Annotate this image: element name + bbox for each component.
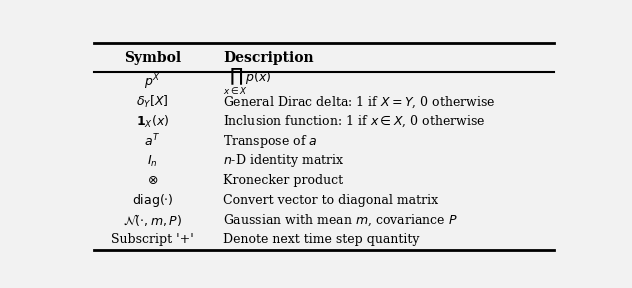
Text: Description: Description [223,51,314,65]
Text: Gaussian with mean $m$, covariance $P$: Gaussian with mean $m$, covariance $P$ [223,212,458,228]
Text: Kronecker product: Kronecker product [223,174,343,187]
Text: $n$-D identity matrix: $n$-D identity matrix [223,152,345,169]
Text: $a^{T}$: $a^{T}$ [144,133,161,149]
Text: Symbol: Symbol [124,51,181,65]
Text: $\prod_{x \in X} p(x)$: $\prod_{x \in X} p(x)$ [223,67,272,97]
Text: $\mathbf{1}_{X}(x)$: $\mathbf{1}_{X}(x)$ [136,113,169,130]
Text: Denote next time step quantity: Denote next time step quantity [223,233,420,246]
Text: Inclusion function: 1 if $x \in X$, 0 otherwise: Inclusion function: 1 if $x \in X$, 0 ot… [223,114,486,129]
Text: General Dirac delta: 1 if $X = Y$, 0 otherwise: General Dirac delta: 1 if $X = Y$, 0 oth… [223,94,496,109]
Text: $\mathrm{diag}(\cdot)$: $\mathrm{diag}(\cdot)$ [131,192,173,209]
Text: $\mathcal{N}(\cdot, m, P)$: $\mathcal{N}(\cdot, m, P)$ [123,212,182,228]
Text: Transpose of $a$: Transpose of $a$ [223,133,318,150]
Text: Convert vector to diagonal matrix: Convert vector to diagonal matrix [223,194,439,207]
Text: $\otimes$: $\otimes$ [147,174,158,187]
Text: $I_{n}$: $I_{n}$ [147,154,158,168]
Text: $\delta_{Y}[X]$: $\delta_{Y}[X]$ [136,94,169,110]
Text: Subscript '+': Subscript '+' [111,233,194,246]
Text: $p^{X}$: $p^{X}$ [144,72,161,92]
